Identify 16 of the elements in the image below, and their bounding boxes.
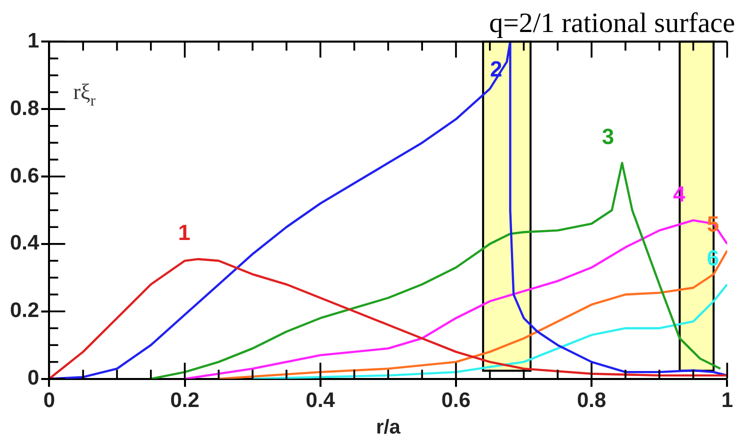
y-tick-label: 1 <box>28 29 40 52</box>
y-tick-label: 0.6 <box>10 164 40 188</box>
x-tick-label: 0.8 <box>576 389 606 412</box>
y-tick-label: 0.4 <box>10 232 40 255</box>
x-axis-title: r/a <box>376 416 402 439</box>
y-tick-label: 0 <box>28 366 40 390</box>
x-tick-label: 0.4 <box>306 389 336 412</box>
y-tick-label: 0.2 <box>10 299 40 322</box>
y-tick-label: 0.8 <box>10 96 40 120</box>
chart-title: q=2/1 rational surface <box>489 8 735 40</box>
series-label: 3 <box>602 124 614 150</box>
x-tick-label: 0.6 <box>441 389 471 412</box>
x-tick-label: 0.2 <box>170 389 200 412</box>
x-tick-label: 1 <box>721 389 734 412</box>
series-label: 1 <box>178 220 190 246</box>
x-tick-label: 0 <box>43 389 56 412</box>
